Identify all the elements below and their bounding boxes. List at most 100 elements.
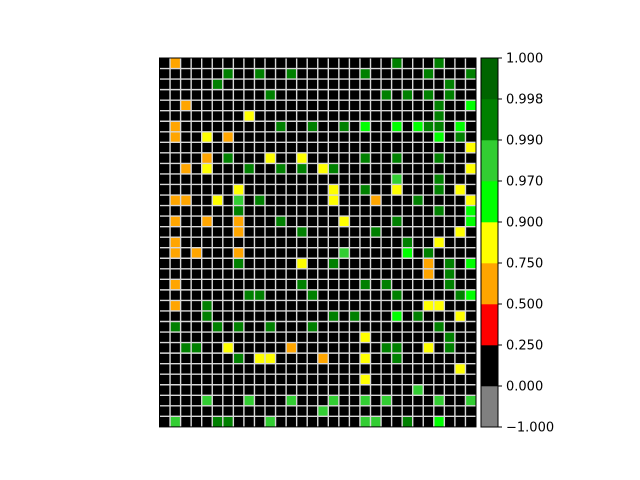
heatmap-cell	[233, 353, 244, 364]
heatmap-cell	[433, 58, 445, 69]
heatmap-cell	[423, 68, 434, 80]
heatmap-cell	[359, 152, 371, 164]
heatmap-cell	[370, 416, 382, 427]
colorbar-tick-label: 0.000	[506, 380, 543, 395]
heatmap-cell	[423, 89, 434, 101]
heatmap-cell	[254, 353, 265, 364]
heatmap-cell	[391, 289, 403, 301]
heatmap-cell	[444, 89, 455, 101]
heatmap-cell	[359, 68, 371, 80]
heatmap-cell	[233, 205, 244, 217]
heatmap-cell	[423, 258, 434, 269]
heatmap-cell	[222, 416, 234, 427]
heatmap-cell	[465, 395, 476, 406]
heatmap-cell	[170, 131, 181, 143]
colorbar-tick-label: 1.000	[506, 52, 543, 67]
heatmap-cell	[465, 289, 476, 301]
heatmap-cell	[201, 300, 213, 311]
heatmap-cell	[338, 216, 350, 227]
colorbar-tick-label: 0.970	[506, 175, 543, 190]
heatmap-cell	[454, 121, 466, 132]
heatmap-cell	[201, 310, 213, 322]
heatmap-cell	[212, 195, 223, 206]
heatmap-cell	[412, 195, 424, 206]
heatmap-cell	[296, 163, 308, 174]
colorbar-tick-label: 0.990	[506, 134, 543, 149]
heatmap-cell	[381, 89, 392, 101]
heatmap-cell	[296, 258, 308, 269]
colorbar-segment	[481, 304, 498, 346]
colorbar-tick-label: 0.250	[506, 339, 543, 354]
heatmap-cell	[275, 216, 287, 227]
colorbar-segment	[481, 386, 498, 428]
heatmap-cell	[170, 216, 181, 227]
heatmap-cell	[170, 58, 181, 69]
heatmap-cell	[391, 353, 403, 364]
heatmap-cell	[359, 416, 371, 427]
heatmap-cell	[328, 195, 339, 206]
heatmap-cell	[444, 258, 455, 269]
heatmap-cell	[191, 247, 202, 259]
heatmap-cell	[307, 121, 318, 132]
heatmap-cell	[433, 416, 445, 427]
colorbar-segment	[481, 99, 498, 141]
heatmap-cell	[454, 184, 466, 196]
heatmap-cell	[212, 79, 223, 90]
heatmap-cell	[328, 184, 339, 196]
heatmap-cell	[328, 310, 339, 322]
heatmap-cell	[359, 279, 371, 290]
colorbar-segment	[481, 140, 498, 182]
heatmap-cell	[359, 353, 371, 364]
heatmap-cell	[391, 184, 403, 196]
heatmap-cell	[454, 226, 466, 238]
heatmap-cell	[433, 173, 445, 185]
heatmap-cell	[170, 416, 181, 427]
heatmap-cell	[391, 58, 403, 69]
heatmap-cell	[433, 184, 445, 196]
heatmap-cell	[359, 374, 371, 385]
heatmap-cell	[317, 353, 329, 364]
heatmap-cell	[465, 216, 476, 227]
colorbar-tick-label: 0.998	[506, 93, 543, 108]
heatmap-cell	[233, 195, 244, 206]
heatmap-cell	[465, 68, 476, 80]
heatmap-cell	[465, 205, 476, 217]
heatmap-cell	[454, 289, 466, 301]
heatmap-cell	[454, 363, 466, 375]
heatmap-cell	[359, 121, 371, 132]
colorbar-segment	[481, 181, 498, 223]
heatmap-cell	[433, 110, 445, 122]
heatmap-cell	[233, 321, 244, 333]
heatmap-cell	[243, 163, 255, 174]
plot-frame	[159, 57, 477, 428]
heatmap-cell	[433, 100, 445, 111]
heatmap-cell	[391, 310, 403, 322]
heatmap-cell	[433, 395, 445, 406]
heatmap-cell	[233, 247, 244, 259]
heatmap-cell	[254, 68, 265, 80]
heatmap-cell	[254, 289, 265, 301]
heatmap-cell	[359, 184, 371, 196]
colorbar-tick-label: −1.000	[506, 421, 554, 436]
heatmap-cell	[265, 353, 276, 364]
heatmap-cell	[423, 247, 434, 259]
heatmap-cell	[465, 258, 476, 269]
heatmap-cell	[433, 321, 445, 333]
heatmap-cell	[243, 110, 255, 122]
heatmap-cell	[286, 395, 297, 406]
heatmap-cell	[170, 247, 181, 259]
heatmap-cell	[233, 226, 244, 238]
heatmap-cell	[296, 152, 308, 164]
heatmap-cell	[265, 416, 276, 427]
heatmap-cell	[233, 216, 244, 227]
heatmap-plot	[159, 57, 477, 428]
heatmap-cell	[391, 342, 403, 354]
heatmap-cell	[423, 121, 434, 132]
heatmap-cell	[265, 89, 276, 101]
heatmap-cell	[433, 300, 445, 311]
heatmap-cell	[201, 395, 213, 406]
heatmap-cell	[391, 216, 403, 227]
heatmap-cell	[180, 163, 192, 174]
